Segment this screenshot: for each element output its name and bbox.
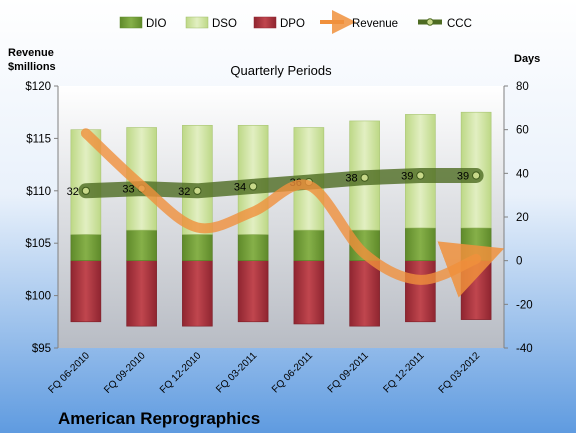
ccc-point <box>472 171 481 180</box>
ccc-point <box>81 186 90 195</box>
revenue-point <box>196 226 198 228</box>
ccc-point <box>193 186 202 195</box>
right-tick-label: 20 <box>516 212 529 224</box>
ccc-data-label: 38 <box>345 173 357 185</box>
right-tick-label: 40 <box>516 168 529 180</box>
revenue-series <box>80 128 505 298</box>
stacked-bars <box>70 111 492 327</box>
ccc-data-label: 34 <box>234 181 246 193</box>
right-tick-label: 60 <box>516 125 529 137</box>
ccc-data-label: 33 <box>122 184 134 196</box>
bar-dpo <box>70 260 102 323</box>
left-tick-label: $110 <box>26 186 51 198</box>
ccc-data-label: 32 <box>178 186 190 198</box>
ccc-data-label: 39 <box>401 171 413 183</box>
right-tick-label: 0 <box>516 256 522 268</box>
legend-label-dio: DIO <box>146 18 167 30</box>
revenue-point <box>475 258 477 260</box>
left-tick-label: $95 <box>32 343 51 355</box>
legend-label-dso: DSO <box>212 18 237 30</box>
left-tick-label: $120 <box>25 81 51 93</box>
legend-label-ccc: CCC <box>447 18 472 30</box>
company-name: American Reprographics <box>58 409 260 428</box>
ccc-point <box>416 171 425 180</box>
bar-dio <box>405 227 436 261</box>
revenue-point <box>364 253 366 255</box>
ccc-point <box>249 182 258 191</box>
left-axis-title-line1: Revenue <box>8 47 54 59</box>
right-tick-label: 80 <box>516 81 529 93</box>
legend-swatch-dio <box>119 16 143 29</box>
right-axis-ticks: -40 -20 0 20 40 60 80 <box>504 81 533 355</box>
left-axis-title-line2: $millions <box>8 61 56 73</box>
revenue-line <box>80 128 505 298</box>
right-tick-label: -40 <box>516 343 533 355</box>
left-axis-ticks: $95 $100 $105 $110 $115 $120 <box>25 81 58 355</box>
bar-dpo <box>405 260 436 323</box>
right-tick-label: -20 <box>516 299 533 311</box>
left-tick-label: $115 <box>26 133 51 145</box>
left-tick-label: $105 <box>25 238 51 250</box>
bar-dio <box>293 229 325 261</box>
ccc-data-label: 32 <box>67 186 79 198</box>
ccc-data-label: 39 <box>457 171 469 183</box>
bar-dpo <box>237 260 269 323</box>
legend-label-dpo: DPO <box>280 18 305 30</box>
revenue-point <box>419 279 421 281</box>
revenue-point <box>85 132 87 134</box>
bar-dso <box>182 125 213 235</box>
bar-dpo <box>126 260 157 327</box>
legend-label-revenue: Revenue <box>352 18 398 30</box>
bar-dio <box>70 234 102 261</box>
right-axis-title: Days <box>514 53 540 65</box>
chart-title: Quarterly Periods <box>230 63 332 78</box>
ccc-point <box>360 173 369 182</box>
legend-swatch-dpo <box>253 16 277 29</box>
legend: DIO DSO DPO Revenue CCC <box>119 10 472 34</box>
legend-swatch-dso <box>185 16 209 29</box>
bar-dio <box>182 234 213 261</box>
bar-dpo <box>293 260 325 325</box>
left-tick-label: $100 <box>25 291 51 303</box>
bar-dpo <box>182 260 213 327</box>
revenue-point <box>141 185 143 187</box>
plot-area <box>58 86 504 348</box>
revenue-point <box>308 185 310 187</box>
bar-dio <box>237 234 269 261</box>
revenue-point <box>252 211 254 213</box>
bar-dpo <box>349 260 380 327</box>
legend-ccc-marker <box>426 18 434 26</box>
bar-dio <box>126 229 157 261</box>
